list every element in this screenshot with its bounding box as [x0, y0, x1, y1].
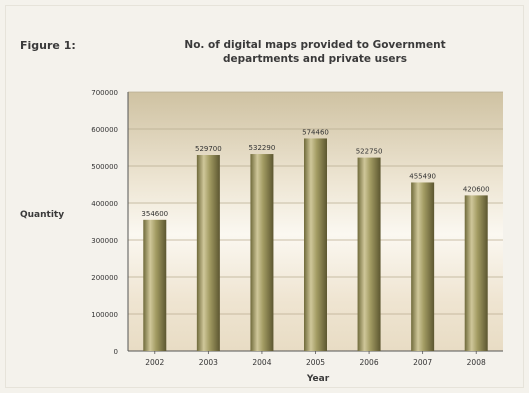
bar-value-label: 420600 [463, 185, 490, 193]
x-tick-label: 2003 [199, 358, 218, 367]
y-tick-label: 600000 [91, 126, 118, 134]
bar-value-label: 574460 [302, 128, 329, 136]
x-tick-label: 2007 [413, 358, 432, 367]
bar-value-label: 522750 [356, 148, 383, 156]
x-tick-label: 2008 [467, 358, 486, 367]
y-tick-label: 300000 [91, 237, 118, 245]
bar [250, 154, 274, 351]
chart-title-line-2: departments and private users [223, 53, 407, 65]
y-tick-label: 500000 [91, 163, 118, 171]
y-tick-label: 400000 [91, 200, 118, 208]
y-tick-label: 200000 [91, 274, 118, 282]
bar-value-label: 529700 [195, 145, 222, 153]
bar [464, 195, 488, 351]
chart-title: No. of digital maps provided to Governme… [140, 38, 490, 66]
bar-value-label: 455490 [409, 172, 436, 180]
chart-title-line-1: No. of digital maps provided to Governme… [184, 39, 446, 51]
x-tick-label: 2005 [306, 358, 325, 367]
x-axis-label: Year [306, 374, 330, 384]
x-tick-label: 2004 [252, 358, 271, 367]
bar [411, 182, 435, 351]
labels: 0 100000 200000 300000 400000 500000 600000 700… [91, 89, 489, 367]
bar-value-label: 532290 [249, 144, 276, 152]
figure-label: Figure 1: [20, 39, 76, 52]
bar-value-label: 354600 [141, 210, 168, 218]
x-tick-label: 2006 [360, 358, 379, 367]
y-tick-label: 100000 [91, 311, 118, 319]
x-tick-label: 2002 [145, 358, 164, 367]
bar [143, 219, 167, 351]
y-tick-label: 700000 [91, 89, 118, 97]
bars [143, 138, 488, 351]
y-tick-label: 0 [114, 348, 118, 356]
bar [357, 157, 381, 351]
bar [196, 155, 220, 351]
bar [304, 138, 327, 351]
y-axis-label: Quantity [20, 210, 65, 220]
